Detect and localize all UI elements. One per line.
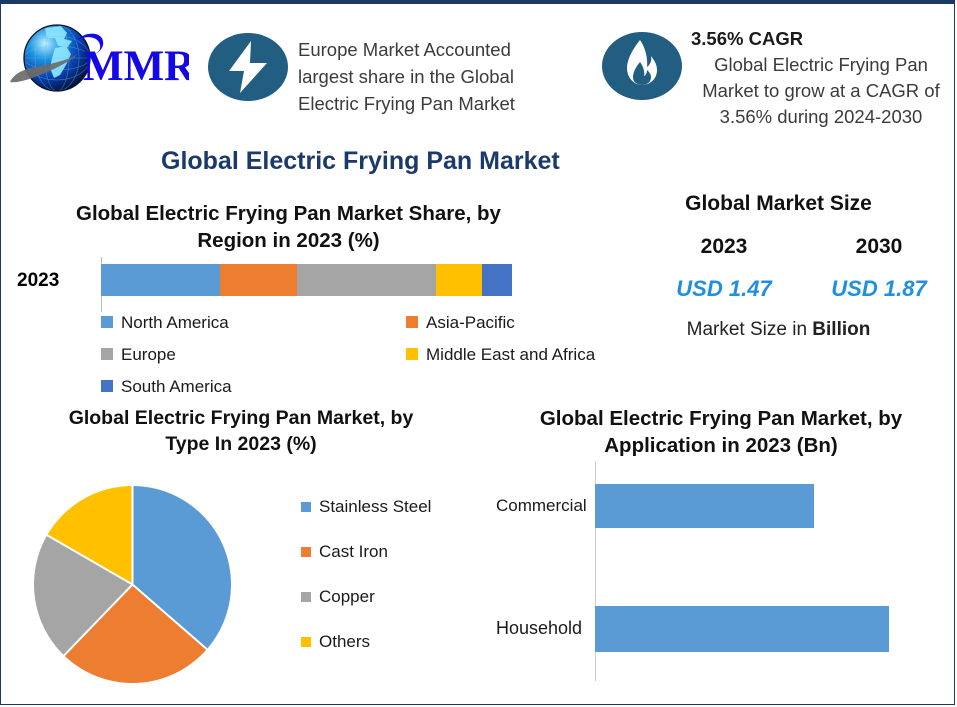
svg-text:MMR: MMR: [83, 43, 189, 90]
